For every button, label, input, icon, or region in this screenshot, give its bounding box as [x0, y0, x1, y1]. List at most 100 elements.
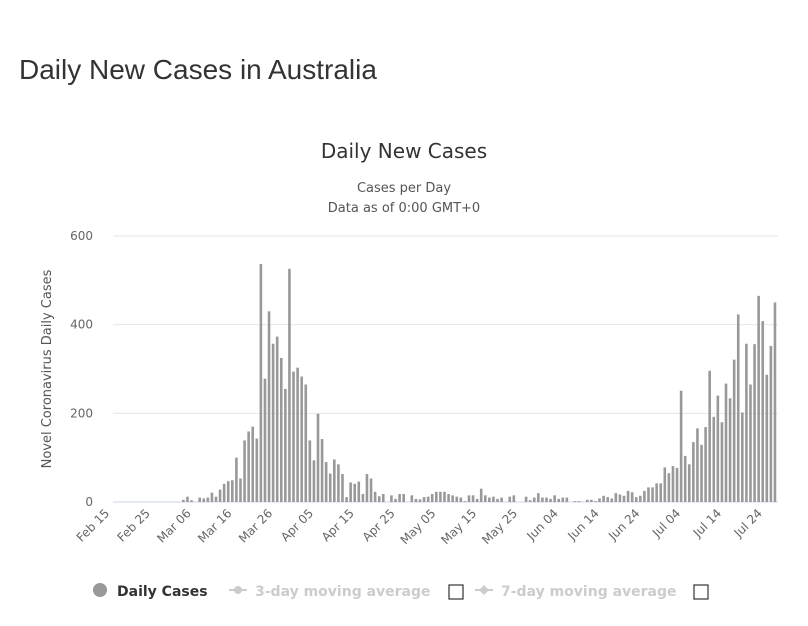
- bar-jul-07[interactable]: [696, 428, 699, 502]
- bar-apr-29[interactable]: [414, 498, 418, 502]
- bar-apr-21[interactable]: [381, 494, 385, 502]
- bar-may-09[interactable]: [455, 496, 459, 502]
- bar-jul-05[interactable]: [687, 464, 691, 502]
- legend-daily-cases[interactable]: Daily Cases: [93, 583, 208, 600]
- bar-jun-25[interactable]: [647, 487, 650, 502]
- bar-mar-11[interactable]: [214, 496, 218, 502]
- bar-mar-23[interactable]: [263, 378, 267, 502]
- bar-apr-17[interactable]: [365, 474, 369, 502]
- bar-jul-26[interactable]: [773, 302, 777, 503]
- bar-apr-20[interactable]: [377, 496, 381, 502]
- bar-apr-11[interactable]: [341, 474, 344, 502]
- bar-may-10[interactable]: [459, 497, 463, 502]
- bar-jul-01[interactable]: [671, 466, 675, 502]
- bar-jul-06[interactable]: [692, 442, 695, 502]
- bar-mar-29[interactable]: [288, 268, 291, 502]
- bar-apr-25[interactable]: [398, 494, 401, 502]
- bar-apr-30[interactable]: [418, 499, 422, 502]
- bar-jun-01[interactable]: [549, 498, 552, 502]
- bar-may-02[interactable]: [426, 496, 430, 502]
- bar-may-15[interactable]: [479, 488, 483, 502]
- bar-apr-26[interactable]: [402, 494, 405, 502]
- bar-may-13[interactable]: [471, 495, 475, 502]
- bar-jul-23[interactable]: [761, 321, 765, 502]
- bar-may-20[interactable]: [500, 497, 503, 502]
- bar-apr-23[interactable]: [390, 495, 393, 502]
- bar-may-06[interactable]: [443, 491, 446, 502]
- bar-jun-07[interactable]: [573, 501, 577, 502]
- bar-jul-10[interactable]: [708, 370, 711, 502]
- bar-jun-16[interactable]: [610, 498, 614, 502]
- bar-mar-21[interactable]: [255, 438, 259, 502]
- bar-apr-05[interactable]: [316, 413, 320, 502]
- bar-apr-16[interactable]: [361, 494, 365, 502]
- bar-may-27[interactable]: [528, 500, 532, 502]
- bar-apr-04[interactable]: [312, 460, 316, 502]
- bar-apr-19[interactable]: [373, 491, 377, 502]
- bar-jun-13[interactable]: [598, 498, 601, 502]
- bar-apr-09[interactable]: [333, 459, 336, 502]
- bar-mar-27[interactable]: [279, 357, 283, 502]
- bar-may-01[interactable]: [422, 497, 426, 502]
- bar-mar-09[interactable]: [206, 497, 210, 502]
- bar-jun-03[interactable]: [557, 498, 561, 502]
- bar-may-11[interactable]: [463, 501, 467, 502]
- bar-mar-30[interactable]: [292, 371, 295, 502]
- bar-mar-26[interactable]: [275, 336, 279, 502]
- bar-jun-22[interactable]: [634, 497, 638, 502]
- bar-apr-07[interactable]: [324, 462, 328, 502]
- bar-apr-12[interactable]: [345, 497, 348, 502]
- bar-mar-20[interactable]: [251, 426, 255, 502]
- bar-jul-18[interactable]: [741, 412, 744, 502]
- legend-7-day-average[interactable]: 7-day moving average: [475, 584, 677, 600]
- bar-jul-24[interactable]: [765, 374, 769, 502]
- bar-mar-25[interactable]: [271, 343, 275, 502]
- bar-mar-17[interactable]: [239, 478, 242, 502]
- bar-mar-15[interactable]: [231, 480, 234, 502]
- bar-jul-25[interactable]: [769, 345, 773, 502]
- bar-mar-12[interactable]: [218, 489, 222, 502]
- bar-jun-17[interactable]: [614, 493, 618, 502]
- bar-apr-10[interactable]: [337, 464, 340, 502]
- bar-jun-10[interactable]: [585, 499, 589, 502]
- legend-3-day-average[interactable]: 3-day moving average: [229, 584, 431, 600]
- bar-jul-11[interactable]: [712, 416, 716, 502]
- bar-mar-04[interactable]: [186, 496, 189, 502]
- bar-apr-01[interactable]: [300, 376, 303, 502]
- bar-jun-08[interactable]: [577, 501, 581, 502]
- bar-jun-29[interactable]: [663, 467, 667, 502]
- bar-may-19[interactable]: [496, 498, 499, 502]
- bar-jun-02[interactable]: [553, 495, 556, 502]
- bar-apr-18[interactable]: [369, 478, 373, 502]
- bar-jul-15[interactable]: [728, 398, 732, 502]
- bar-jun-19[interactable]: [622, 495, 626, 502]
- bar-may-04[interactable]: [435, 491, 438, 502]
- bar-mar-03[interactable]: [182, 499, 185, 502]
- bar-apr-24[interactable]: [394, 498, 397, 502]
- bar-jul-17[interactable]: [736, 314, 740, 502]
- bar-jul-03[interactable]: [679, 390, 683, 502]
- bar-may-23[interactable]: [512, 495, 516, 502]
- bar-mar-18[interactable]: [243, 440, 246, 502]
- bar-jun-04[interactable]: [561, 497, 565, 502]
- bar-may-16[interactable]: [483, 495, 487, 502]
- bar-jul-04[interactable]: [683, 455, 687, 502]
- bar-mar-08[interactable]: [202, 498, 206, 502]
- bar-jun-11[interactable]: [590, 499, 593, 502]
- bar-mar-10[interactable]: [210, 492, 214, 502]
- bar-jun-12[interactable]: [594, 501, 597, 502]
- bar-mar-16[interactable]: [235, 457, 238, 502]
- bar-may-26[interactable]: [524, 496, 528, 502]
- bar-jun-20[interactable]: [626, 490, 630, 502]
- bar-jun-14[interactable]: [602, 495, 605, 502]
- bar-may-22[interactable]: [508, 496, 512, 502]
- bar-jun-28[interactable]: [659, 483, 663, 502]
- bar-apr-13[interactable]: [349, 482, 352, 502]
- bar-jul-02[interactable]: [675, 467, 679, 502]
- 7-day-average-checkbox[interactable]: [693, 584, 709, 600]
- bar-apr-02[interactable]: [304, 384, 308, 502]
- bar-jun-05[interactable]: [565, 497, 569, 502]
- bar-apr-06[interactable]: [320, 439, 324, 502]
- bar-apr-28[interactable]: [410, 495, 414, 502]
- bar-may-18[interactable]: [492, 496, 495, 502]
